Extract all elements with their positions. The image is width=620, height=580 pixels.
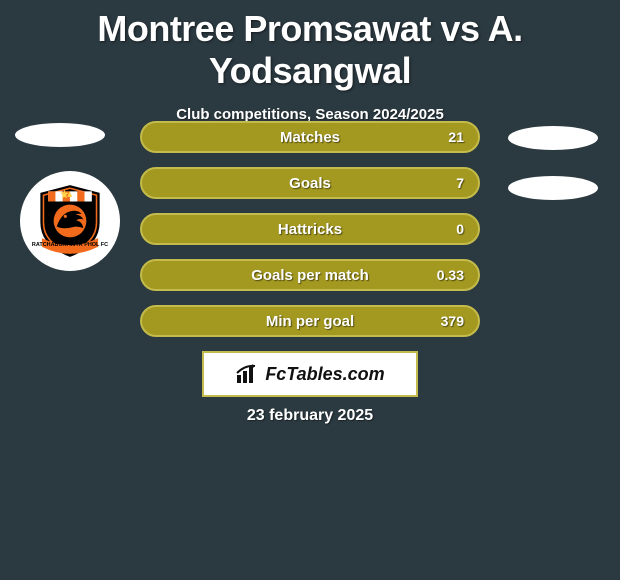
player-right-photo-placeholder	[508, 126, 598, 150]
stat-label: Min per goal	[266, 313, 354, 330]
svg-text:RATCHABURI MITR PHOL FC: RATCHABURI MITR PHOL FC	[32, 242, 108, 248]
club-shield-icon: RATCHABURI MITR PHOL FC	[31, 182, 109, 260]
stats-container: Matches 21 Goals 7 Hattricks 0 Goals per…	[140, 121, 480, 351]
stat-value: 379	[441, 313, 464, 329]
stat-row-min-per-goal: Min per goal 379	[140, 305, 480, 337]
stat-value: 0.33	[437, 267, 464, 283]
branding-box: FcTables.com	[202, 351, 418, 397]
branding-text: FcTables.com	[265, 364, 384, 385]
stat-label: Goals per match	[251, 267, 369, 284]
stat-value: 7	[456, 175, 464, 191]
club-right-logo-placeholder	[508, 176, 598, 200]
stat-row-goals: Goals 7	[140, 167, 480, 199]
stat-row-goals-per-match: Goals per match 0.33	[140, 259, 480, 291]
player-left-photo-placeholder	[15, 123, 105, 147]
page-title: Montree Promsawat vs A. Yodsangwal	[0, 0, 620, 92]
club-left-logo: RATCHABURI MITR PHOL FC	[20, 171, 120, 271]
stat-label: Matches	[280, 129, 340, 146]
bar-chart-icon	[235, 363, 261, 385]
stat-label: Hattricks	[278, 221, 342, 238]
date-text: 23 february 2025	[0, 407, 620, 425]
stat-label: Goals	[289, 175, 331, 192]
stat-value: 0	[456, 221, 464, 237]
stat-row-matches: Matches 21	[140, 121, 480, 153]
stat-row-hattricks: Hattricks 0	[140, 213, 480, 245]
stat-value: 21	[448, 129, 464, 145]
